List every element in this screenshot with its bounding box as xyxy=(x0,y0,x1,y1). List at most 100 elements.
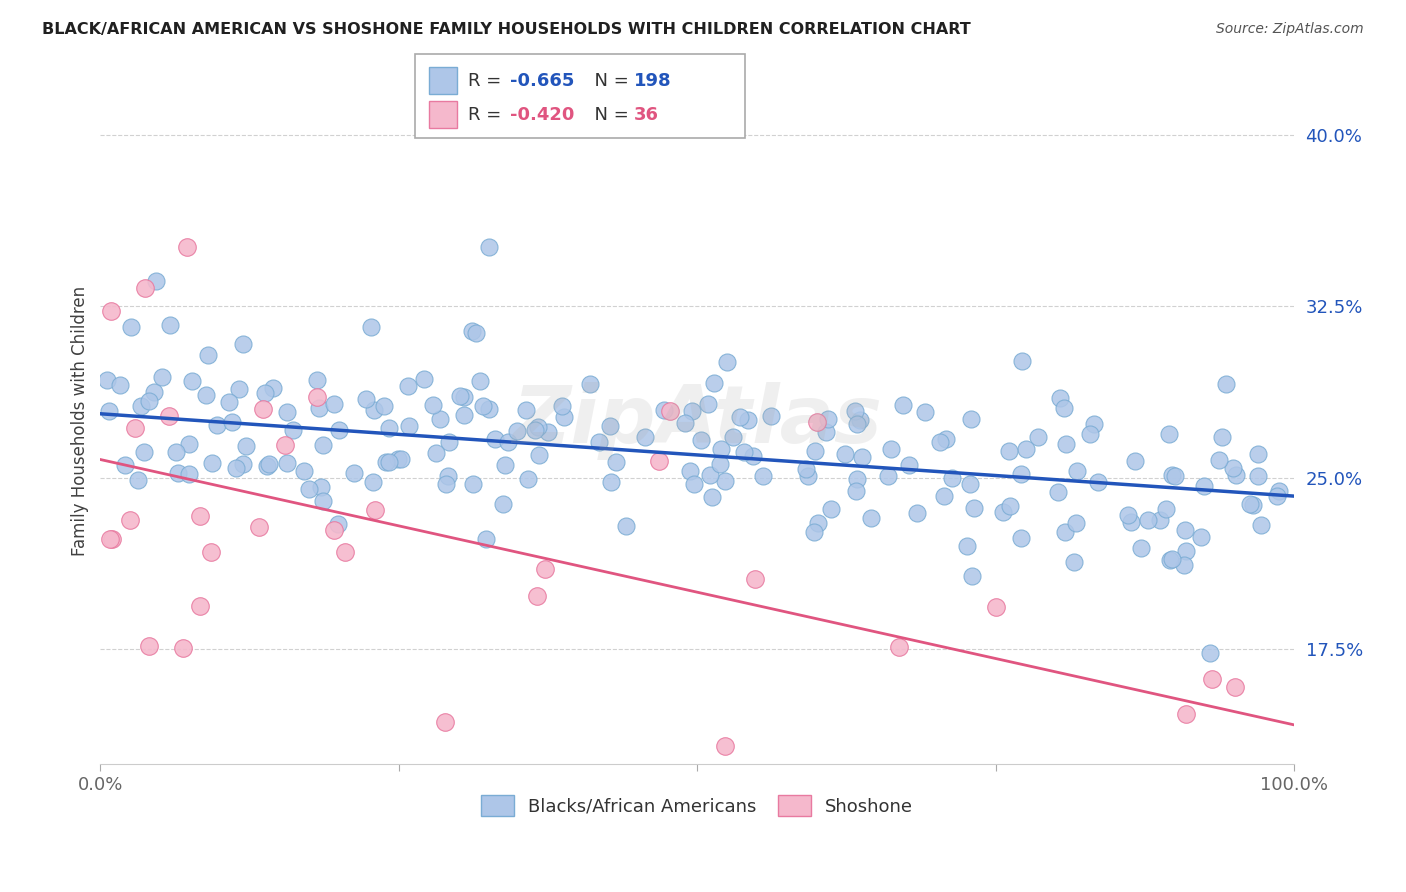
Point xyxy=(1011,354,1033,368)
Point xyxy=(714,739,737,754)
Point xyxy=(478,239,501,253)
Point xyxy=(1160,468,1182,483)
Point xyxy=(96,373,118,387)
Point xyxy=(343,466,366,480)
Point xyxy=(804,444,827,458)
Point xyxy=(752,468,775,483)
Point xyxy=(127,473,149,487)
Point xyxy=(1265,489,1288,503)
Point xyxy=(307,390,329,404)
Point xyxy=(232,336,254,351)
Point xyxy=(232,457,254,471)
Text: -0.420: -0.420 xyxy=(510,105,575,123)
Point xyxy=(713,474,735,488)
Point xyxy=(200,545,222,559)
Point xyxy=(1201,672,1223,686)
Point xyxy=(703,376,725,390)
Point xyxy=(998,500,1021,514)
Point xyxy=(997,444,1019,458)
Point xyxy=(681,404,703,418)
Point xyxy=(100,304,122,318)
Point xyxy=(1174,524,1197,538)
Point xyxy=(1123,454,1146,468)
Point xyxy=(252,402,274,417)
Point xyxy=(599,475,621,489)
Point xyxy=(733,444,755,458)
Point xyxy=(1223,680,1246,694)
Point xyxy=(534,561,557,575)
Point xyxy=(614,519,637,533)
Point xyxy=(1054,524,1077,539)
Point xyxy=(960,569,983,583)
Point xyxy=(675,779,697,793)
Point xyxy=(449,389,471,403)
Point xyxy=(517,472,540,486)
Point xyxy=(478,401,501,416)
Point xyxy=(228,382,250,396)
Point xyxy=(696,397,718,411)
Point xyxy=(398,419,420,434)
Point xyxy=(361,475,384,489)
Text: R =: R = xyxy=(468,105,508,123)
Point xyxy=(1015,442,1038,457)
Point xyxy=(959,412,981,426)
Point xyxy=(536,425,558,439)
Point xyxy=(373,399,395,413)
Point xyxy=(1164,468,1187,483)
Point xyxy=(323,397,346,411)
Point xyxy=(292,464,315,478)
Point xyxy=(898,458,921,472)
Point xyxy=(461,477,484,491)
Point xyxy=(387,451,409,466)
Point xyxy=(97,404,120,418)
Point xyxy=(333,545,356,559)
Point xyxy=(817,411,839,425)
Point xyxy=(659,404,682,418)
Point xyxy=(820,502,842,516)
Point xyxy=(453,391,475,405)
Point xyxy=(460,325,482,339)
Point xyxy=(1010,467,1032,481)
Point xyxy=(309,479,332,493)
Text: ZipAtlas: ZipAtlas xyxy=(512,382,883,459)
Point xyxy=(354,392,377,406)
Point xyxy=(1267,483,1289,498)
Text: N =: N = xyxy=(583,105,636,123)
Point xyxy=(120,320,142,334)
Point xyxy=(935,432,957,446)
Point xyxy=(1087,475,1109,489)
Point xyxy=(218,395,240,409)
Point xyxy=(928,435,950,450)
Text: 198: 198 xyxy=(634,71,672,89)
Point xyxy=(389,452,412,467)
Point xyxy=(253,386,276,401)
Point xyxy=(396,379,419,393)
Point xyxy=(515,403,537,417)
Point xyxy=(247,520,270,534)
Point xyxy=(1247,447,1270,461)
Point xyxy=(991,505,1014,519)
Text: BLACK/AFRICAN AMERICAN VS SHOSHONE FAMILY HOUSEHOLDS WITH CHILDREN CORRELATION C: BLACK/AFRICAN AMERICAN VS SHOSHONE FAMIL… xyxy=(42,22,972,37)
Point xyxy=(859,510,882,524)
Point xyxy=(710,442,733,456)
Point xyxy=(167,466,190,480)
Text: N =: N = xyxy=(583,71,636,89)
Point xyxy=(634,430,657,444)
Point xyxy=(98,532,121,546)
Point xyxy=(496,435,519,450)
Point xyxy=(181,374,204,388)
Point xyxy=(1054,437,1077,451)
Point xyxy=(716,354,738,368)
Point xyxy=(200,456,222,470)
Point xyxy=(257,457,280,471)
Point xyxy=(845,484,868,499)
Point xyxy=(588,435,610,450)
Point xyxy=(422,398,444,412)
Point xyxy=(176,240,198,254)
Point xyxy=(579,376,602,391)
Point xyxy=(1175,544,1198,558)
Point xyxy=(1136,513,1159,527)
Point xyxy=(728,409,751,424)
Point xyxy=(1174,707,1197,722)
Point xyxy=(934,489,956,503)
